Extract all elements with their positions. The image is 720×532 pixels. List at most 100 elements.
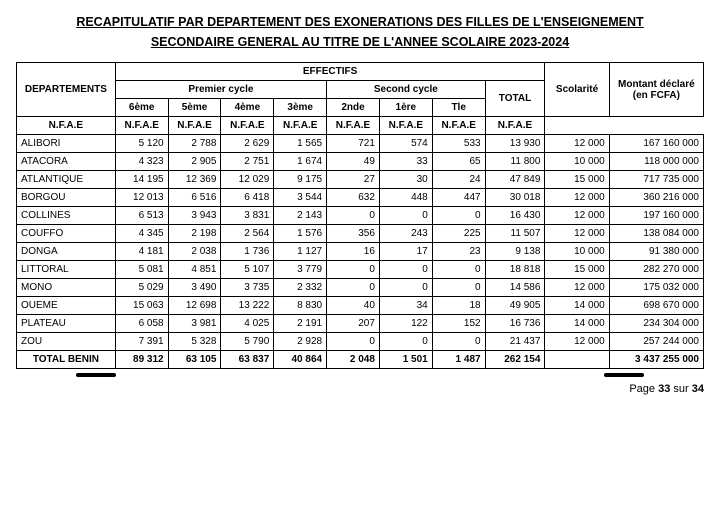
table-row: DONGA4 1812 0381 7361 1271617239 13810 0… [17, 243, 704, 261]
total-cell: 2 048 [327, 351, 380, 369]
value-cell: 717 735 000 [609, 171, 703, 189]
col-montant: Montant déclaré (en FCFA) [609, 63, 703, 117]
value-cell: 11 800 [485, 153, 545, 171]
value-cell: 356 [327, 225, 380, 243]
value-cell: 5 081 [115, 261, 168, 279]
col-3eme: 3ème [274, 99, 327, 117]
value-cell: 12 000 [545, 225, 609, 243]
col-1ere: 1ère [379, 99, 432, 117]
value-cell: 12 369 [168, 171, 221, 189]
dept-cell: PLATEAU [17, 315, 116, 333]
col-6eme: 6ème [115, 99, 168, 117]
table-row: COLLINES6 5133 9433 8312 14300016 43012 … [17, 207, 704, 225]
table-row: ATACORA4 3232 9052 7511 67449336511 8001… [17, 153, 704, 171]
col-nfae: N.F.A.E [274, 117, 327, 135]
value-cell: 14 195 [115, 171, 168, 189]
table-row: BORGOU12 0136 5166 4183 54463244844730 0… [17, 189, 704, 207]
value-cell: 282 270 000 [609, 261, 703, 279]
dept-cell: LITTORAL [17, 261, 116, 279]
value-cell: 16 [327, 243, 380, 261]
value-cell: 3 779 [274, 261, 327, 279]
table-row: ATLANTIQUE14 19512 36912 0299 1752730244… [17, 171, 704, 189]
value-cell: 6 058 [115, 315, 168, 333]
value-cell: 18 818 [485, 261, 545, 279]
dept-cell: COLLINES [17, 207, 116, 225]
value-cell: 16 736 [485, 315, 545, 333]
value-cell: 21 437 [485, 333, 545, 351]
col-nfae: N.F.A.E [115, 117, 168, 135]
value-cell: 9 175 [274, 171, 327, 189]
value-cell: 0 [379, 333, 432, 351]
value-cell: 10 000 [545, 153, 609, 171]
value-cell: 40 [327, 297, 380, 315]
col-premier-cycle: Premier cycle [115, 81, 326, 99]
total-cell: 63 837 [221, 351, 274, 369]
page-sep: sur [670, 383, 691, 395]
value-cell: 3 943 [168, 207, 221, 225]
value-cell: 3 831 [221, 207, 274, 225]
value-cell: 8 830 [274, 297, 327, 315]
summary-table: DEPARTEMENTS EFFECTIFS Scolarité Montant… [16, 62, 704, 369]
value-cell: 4 025 [221, 315, 274, 333]
value-cell: 5 790 [221, 333, 274, 351]
value-cell: 15 063 [115, 297, 168, 315]
total-cell: 262 154 [485, 351, 545, 369]
value-cell: 9 138 [485, 243, 545, 261]
value-cell: 14 586 [485, 279, 545, 297]
signature-marks [16, 373, 704, 377]
table-row: OUEME15 06312 69813 2228 83040341849 905… [17, 297, 704, 315]
value-cell: 243 [379, 225, 432, 243]
value-cell: 2 751 [221, 153, 274, 171]
col-effectifs: EFFECTIFS [115, 63, 545, 81]
total-label: TOTAL BENIN [17, 351, 116, 369]
value-cell: 0 [327, 279, 380, 297]
col-nfae: N.F.A.E [485, 117, 545, 135]
col-nfae: N.F.A.E [17, 117, 116, 135]
signature-mark [604, 373, 644, 377]
value-cell: 632 [327, 189, 380, 207]
value-cell: 1 576 [274, 225, 327, 243]
value-cell: 27 [327, 171, 380, 189]
value-cell: 2 332 [274, 279, 327, 297]
value-cell: 5 029 [115, 279, 168, 297]
dept-cell: ZOU [17, 333, 116, 351]
dept-cell: ALIBORI [17, 135, 116, 153]
value-cell: 0 [432, 333, 485, 351]
value-cell: 2 198 [168, 225, 221, 243]
value-cell: 360 216 000 [609, 189, 703, 207]
value-cell: 0 [327, 333, 380, 351]
table-body: ALIBORI5 1202 7882 6291 56572157453313 9… [17, 135, 704, 351]
value-cell: 33 [379, 153, 432, 171]
total-cell: 40 864 [274, 351, 327, 369]
page-title: RECAPITULATIF PAR DEPARTEMENT DES EXONER… [16, 12, 704, 52]
value-cell: 4 345 [115, 225, 168, 243]
col-tle: Tle [432, 99, 485, 117]
value-cell: 10 000 [545, 243, 609, 261]
dept-cell: COUFFO [17, 225, 116, 243]
value-cell: 175 032 000 [609, 279, 703, 297]
page-title-line2: SECONDAIRE GENERAL AU TITRE DE L'ANNEE S… [151, 35, 569, 49]
value-cell: 12 000 [545, 333, 609, 351]
value-cell: 3 490 [168, 279, 221, 297]
col-4eme: 4ème [221, 99, 274, 117]
table-row: MONO5 0293 4903 7352 33200014 58612 0001… [17, 279, 704, 297]
value-cell: 118 000 000 [609, 153, 703, 171]
value-cell: 16 430 [485, 207, 545, 225]
value-cell: 4 181 [115, 243, 168, 261]
page-label-prefix: Page [629, 383, 658, 395]
col-second-cycle: Second cycle [327, 81, 485, 99]
value-cell: 13 222 [221, 297, 274, 315]
value-cell: 448 [379, 189, 432, 207]
value-cell: 138 084 000 [609, 225, 703, 243]
page-title-line1: RECAPITULATIF PAR DEPARTEMENT DES EXONER… [76, 15, 643, 29]
value-cell: 6 516 [168, 189, 221, 207]
value-cell: 0 [379, 261, 432, 279]
value-cell: 6 513 [115, 207, 168, 225]
dept-cell: BORGOU [17, 189, 116, 207]
page-total: 34 [692, 383, 704, 395]
dept-cell: DONGA [17, 243, 116, 261]
value-cell: 12 013 [115, 189, 168, 207]
value-cell: 0 [379, 207, 432, 225]
value-cell: 0 [327, 207, 380, 225]
total-cell: 89 312 [115, 351, 168, 369]
